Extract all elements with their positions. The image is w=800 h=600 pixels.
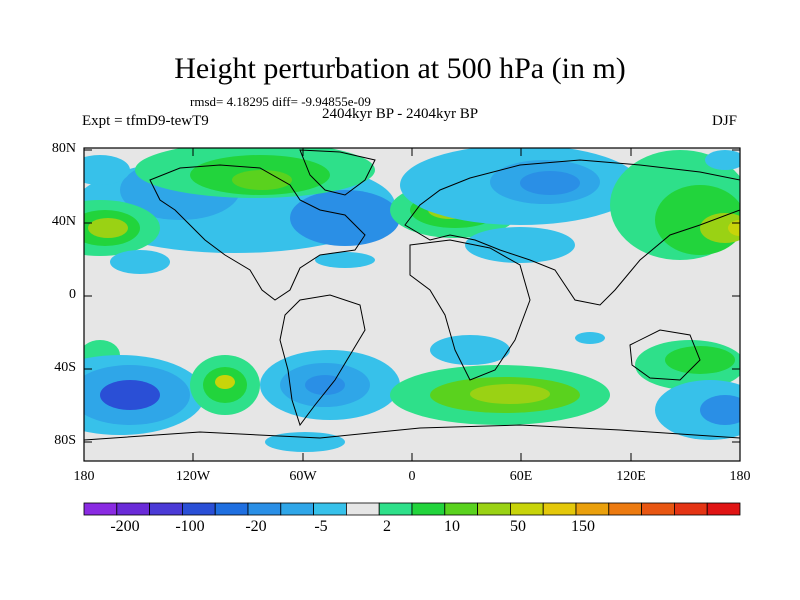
lat-ticks <box>84 149 740 443</box>
colorbar-label: 10 <box>444 518 460 535</box>
lat-label-80n: 80N <box>51 141 76 156</box>
colorbar-swatch <box>674 502 708 516</box>
colorbar-swatch <box>313 502 347 516</box>
lat-label-0: 0 <box>69 287 76 302</box>
season-label: DJF <box>712 113 738 129</box>
colorbar-label: -20 <box>245 518 267 535</box>
colorbar-swatch <box>477 502 511 516</box>
lat-label-40n: 40N <box>51 214 76 229</box>
colorbar-swatch <box>280 502 314 516</box>
colorbar-swatch <box>149 502 183 516</box>
colorbar-label: 50 <box>510 518 526 535</box>
colorbar-swatch <box>542 502 577 516</box>
colorbar-swatch <box>575 502 610 516</box>
colorbar-swatch <box>181 502 216 516</box>
experiment-label: Expt = tfmD9-tewT9 <box>82 113 209 129</box>
colorbar-label: 2 <box>383 518 391 535</box>
coastline-layer <box>84 149 740 441</box>
lon-label-0: 0 <box>408 469 416 484</box>
colorbar-swatch <box>411 502 446 516</box>
colorbar-label: -200 <box>110 518 140 535</box>
colorbar-swatch <box>247 502 282 516</box>
colorbar-swatch <box>641 502 675 516</box>
lon-label-60e: 60E <box>509 469 533 484</box>
lon-label-180e: 180 <box>729 469 751 484</box>
rmsd-stats: rmsd= 4.18295 diff= -9.94855e-09 <box>190 94 371 109</box>
lon-label-180w: 180 <box>73 469 95 484</box>
plot-subtitle: 2404kyr BP - 2404kyr BP <box>322 106 479 122</box>
lat-label-40s: 40S <box>54 360 76 375</box>
colorbar-swatch <box>214 502 249 516</box>
colorbar-label: -5 <box>314 518 328 535</box>
colorbar-label: 150 <box>571 518 595 535</box>
lat-label-80s: 80S <box>54 433 76 448</box>
colorbar-label: -100 <box>175 518 205 535</box>
colorbar <box>83 502 741 516</box>
colorbar-swatch <box>116 502 151 516</box>
colorbar-swatch <box>378 502 413 516</box>
contour-fill-layer <box>84 148 740 461</box>
lon-ticks <box>83 148 632 461</box>
lon-label-60w: 60W <box>289 469 317 484</box>
colorbar-swatch <box>706 502 741 516</box>
colorbar-swatch <box>509 502 544 516</box>
plot-title: Height perturbation at 500 hPa (in m) <box>174 52 626 85</box>
colorbar-swatch <box>608 502 642 516</box>
lon-label-120w: 120W <box>175 469 211 484</box>
colorbar-swatch <box>345 502 380 516</box>
lon-label-120e: 120E <box>616 469 646 484</box>
colorbar-swatch <box>444 502 478 516</box>
colorbar-swatch <box>83 502 118 516</box>
